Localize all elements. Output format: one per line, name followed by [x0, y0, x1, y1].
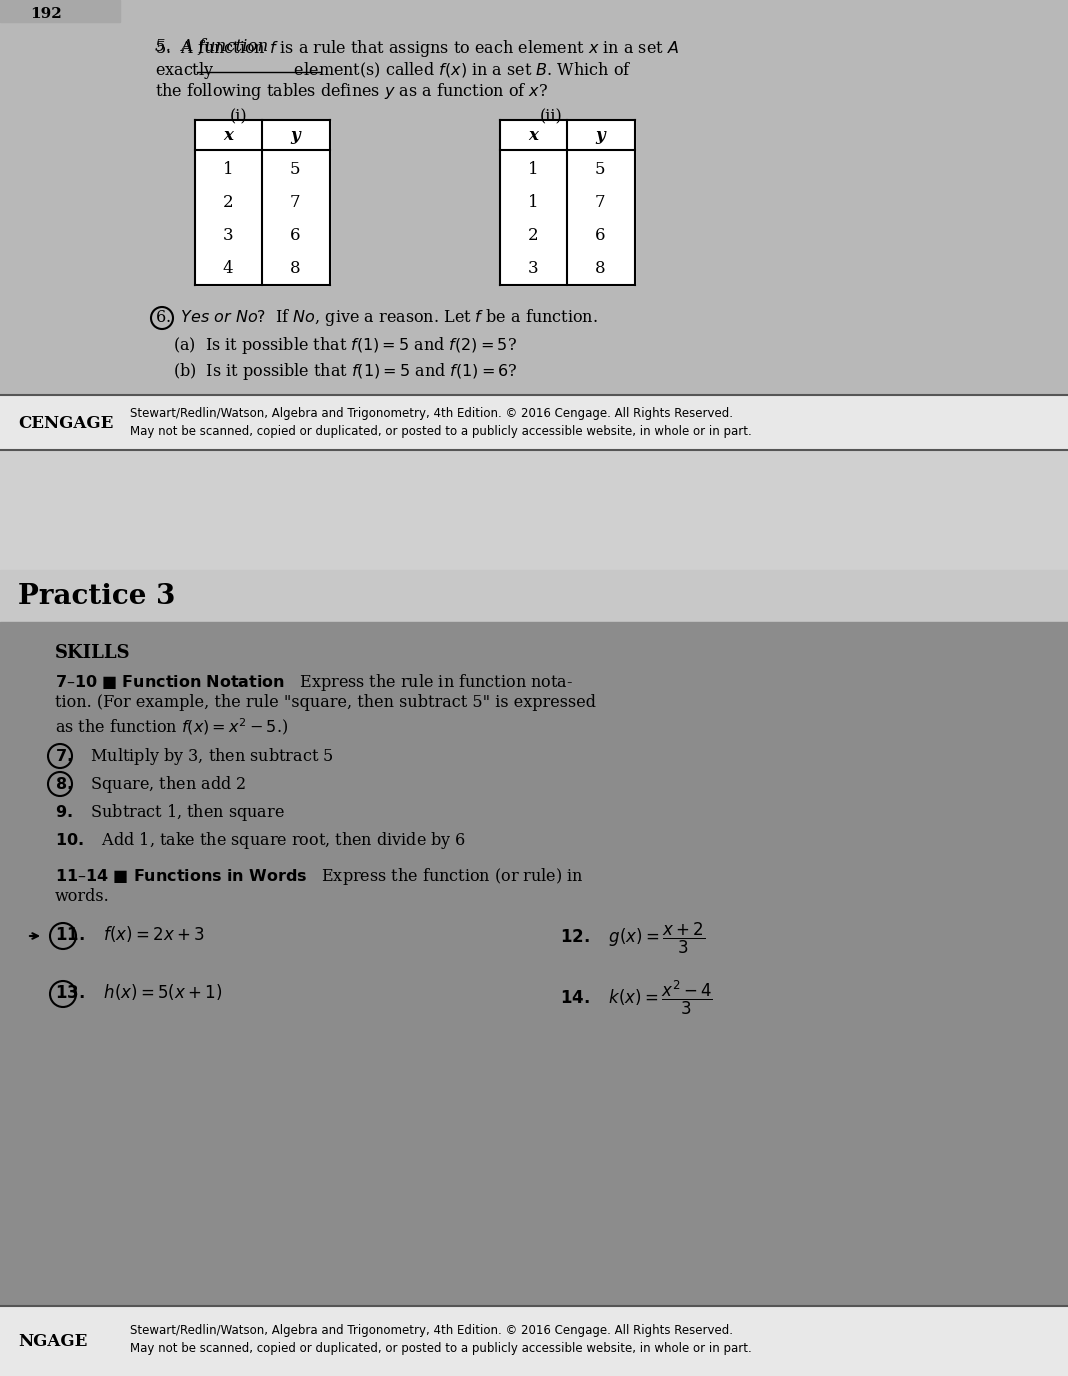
Bar [0, 622, 1068, 1306]
Text: exactly                element(s) called $f(x)$ in a set $B$. Which of: exactly element(s) called $f(x)$ in a se… [155, 61, 631, 81]
Text: CENGAGE: CENGAGE [18, 414, 113, 432]
Text: 5.  A function $f$ is a rule that assigns to each element $x$ in a set $A$: 5. A function $f$ is a rule that assigns… [155, 39, 679, 59]
Text: words.: words. [54, 888, 110, 905]
Text: 1: 1 [528, 194, 538, 211]
Text: x: x [223, 127, 233, 143]
Text: the following tables defines $y$ as a function of $x$?: the following tables defines $y$ as a fu… [155, 81, 548, 102]
Text: 6: 6 [595, 227, 606, 244]
Text: SKILLS: SKILLS [54, 644, 130, 662]
Text: 3: 3 [528, 260, 538, 277]
Bar [0, 0, 1068, 395]
Text: 192: 192 [30, 7, 62, 21]
Text: y: y [595, 127, 604, 143]
Bar [195, 120, 330, 285]
Text: 5.  A function: 5. A function [155, 39, 273, 55]
Text: 3: 3 [223, 227, 233, 244]
Text: 2: 2 [528, 227, 538, 244]
Text: $\mathbf{11–14\ \blacksquare\ Functions\ in\ Words}$   Express the function (or : $\mathbf{11–14\ \blacksquare\ Functions\… [54, 866, 584, 888]
Text: $\mathbf{11.}$   $f(x) = 2x + 3$: $\mathbf{11.}$ $f(x) = 2x + 3$ [54, 925, 205, 944]
Text: x: x [528, 127, 538, 143]
Text: 1: 1 [223, 161, 233, 178]
Text: 6: 6 [289, 227, 300, 244]
Text: (b)  Is it possible that $f(1) = 5$ and $f(1) = 6$?: (b) Is it possible that $f(1) = 5$ and $… [173, 361, 518, 383]
Bar [0, 0, 120, 22]
Text: y: y [290, 127, 300, 143]
Text: Practice 3: Practice 3 [18, 582, 175, 610]
Text: (i): (i) [230, 107, 248, 125]
Text: tion. (For example, the rule "square, then subtract 5" is expressed: tion. (For example, the rule "square, th… [54, 694, 596, 711]
Bar [0, 395, 1068, 450]
Text: 8: 8 [289, 260, 300, 277]
Text: $\mathbf{13.}$   $h(x) = 5(x + 1)$: $\mathbf{13.}$ $h(x) = 5(x + 1)$ [54, 982, 222, 1002]
Text: $\mathbf{8.}$   Square, then add 2: $\mathbf{8.}$ Square, then add 2 [54, 773, 246, 795]
Text: 7: 7 [595, 194, 606, 211]
Text: $\mathbf{14.}$   $k(x) = \dfrac{x^2 - 4}{3}$: $\mathbf{14.}$ $k(x) = \dfrac{x^2 - 4}{3… [560, 978, 713, 1017]
Text: Stewart/Redlin/Watson, Algebra and Trigonometry, 4th Edition. © 2016 Cengage. Al: Stewart/Redlin/Watson, Algebra and Trigo… [130, 407, 733, 420]
Text: 5: 5 [595, 161, 606, 178]
Text: (ii): (ii) [540, 107, 563, 125]
Text: $\mathbf{7–10\ \blacksquare\ Function\ Notation}$   Express the rule in function: $\mathbf{7–10\ \blacksquare\ Function\ N… [54, 671, 574, 694]
Text: $\mathbf{12.}$   $g(x) = \dfrac{x + 2}{3}$: $\mathbf{12.}$ $g(x) = \dfrac{x + 2}{3}$ [560, 921, 705, 956]
Text: Stewart/Redlin/Watson, Algebra and Trigonometry, 4th Edition. © 2016 Cengage. Al: Stewart/Redlin/Watson, Algebra and Trigo… [130, 1324, 733, 1337]
Bar [500, 120, 635, 285]
Text: $\mathbf{10.}$   Add 1, take the square root, then divide by 6: $\mathbf{10.}$ Add 1, take the square ro… [54, 830, 467, 850]
Bar [0, 570, 1068, 622]
Text: 2: 2 [223, 194, 233, 211]
Bar [0, 450, 1068, 570]
Text: 7: 7 [289, 194, 300, 211]
Text: 8: 8 [595, 260, 606, 277]
Bar [0, 1306, 1068, 1376]
Text: 1: 1 [528, 161, 538, 178]
Text: (a)  Is it possible that $f(1) = 5$ and $f(2) = 5$?: (a) Is it possible that $f(1) = 5$ and $… [173, 334, 517, 356]
Text: May not be scanned, copied or duplicated, or posted to a publicly accessible web: May not be scanned, copied or duplicated… [130, 425, 752, 438]
Text: as the function $f(x) = x^2 - 5$.): as the function $f(x) = x^2 - 5$.) [54, 716, 288, 738]
Text: 5: 5 [289, 161, 300, 178]
Text: $\mathbf{9.}$   Subtract 1, then square: $\mathbf{9.}$ Subtract 1, then square [54, 802, 285, 823]
Text: $\mathbf{7.}$   Multiply by 3, then subtract 5: $\mathbf{7.}$ Multiply by 3, then subtra… [54, 746, 333, 766]
Text: May not be scanned, copied or duplicated, or posted to a publicly accessible web: May not be scanned, copied or duplicated… [130, 1342, 752, 1355]
Text: 6.  $\it{Yes\ or\ No?}$  If $\it{No}$, give a reason. Let $f$ be a function.: 6. $\it{Yes\ or\ No?}$ If $\it{No}$, giv… [155, 307, 598, 327]
Text: NGAGE: NGAGE [18, 1332, 88, 1350]
Text: 4: 4 [223, 260, 233, 277]
